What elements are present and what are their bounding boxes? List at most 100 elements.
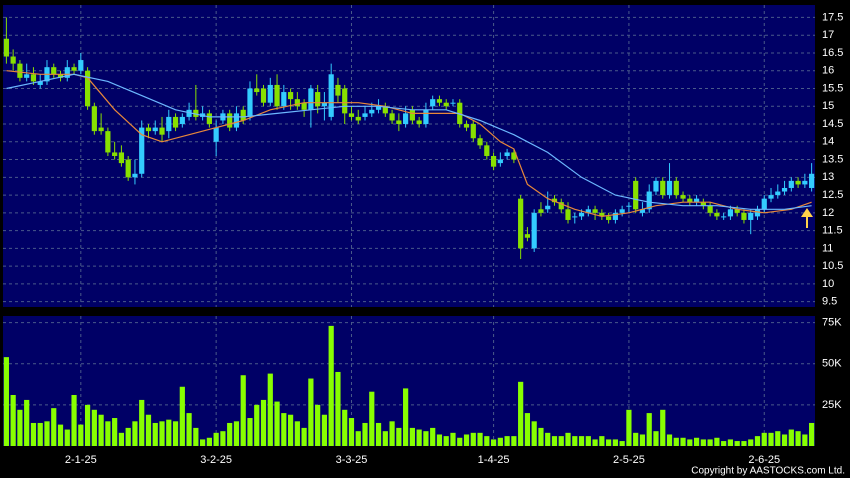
- candle-body: [639, 209, 646, 213]
- volume-bar: [274, 401, 280, 446]
- candle-body: [37, 81, 43, 85]
- volume-bar: [328, 325, 334, 446]
- candle-body: [660, 180, 666, 196]
- volume-bar: [430, 427, 436, 446]
- volume-bar: [721, 441, 727, 446]
- volume-bar: [497, 437, 503, 446]
- volume-bar: [619, 441, 625, 446]
- volume-bar: [409, 427, 415, 446]
- volume-bar: [423, 431, 429, 446]
- candle-body: [98, 127, 104, 132]
- candle-body: [315, 92, 321, 107]
- volume-bar: [172, 421, 179, 446]
- volume-bar: [748, 439, 754, 446]
- volume-bar: [91, 409, 97, 446]
- candle-body: [125, 159, 131, 178]
- volume-bar: [484, 436, 490, 446]
- volume-bar: [687, 439, 693, 446]
- y2-tick-label: 25K: [822, 399, 842, 411]
- volume-bar: [301, 427, 307, 446]
- candle-body: [179, 116, 185, 125]
- candle-body: [342, 88, 348, 114]
- candle-body: [247, 88, 253, 117]
- candle-body: [511, 152, 517, 160]
- y-tick-label: 16: [822, 65, 834, 77]
- volume-bar: [98, 414, 104, 446]
- volume-bar: [463, 434, 470, 446]
- candle-body: [321, 102, 328, 107]
- volume-bar: [646, 413, 652, 446]
- volume-bar: [504, 436, 510, 446]
- candle-body: [382, 106, 388, 114]
- volume-bar: [10, 394, 16, 446]
- volume-bar: [572, 436, 578, 446]
- volume-bar: [335, 371, 341, 446]
- volume-bar: [247, 418, 253, 446]
- candle-body: [707, 205, 713, 213]
- candle-body: [206, 113, 212, 125]
- volume-bar: [369, 391, 375, 446]
- candle-body: [139, 127, 145, 174]
- candle-body: [545, 205, 551, 210]
- volume-bar: [606, 439, 612, 446]
- volume-bar: [545, 432, 551, 446]
- volume-bar: [511, 436, 517, 446]
- candle-body: [781, 187, 788, 192]
- volume-bar: [24, 399, 30, 446]
- volume-bar: [700, 439, 706, 446]
- candle-body: [416, 120, 422, 125]
- candle-body: [687, 198, 693, 203]
- volume-bar: [592, 439, 598, 446]
- candle-body: [666, 180, 673, 196]
- candle-body: [118, 152, 125, 164]
- volume-bar: [294, 421, 300, 446]
- volume-bar: [673, 437, 679, 446]
- volume-bar: [206, 437, 212, 446]
- x-tick-label: 2-6-25: [748, 454, 780, 466]
- candle-body: [809, 173, 815, 188]
- candle-body: [24, 74, 30, 78]
- candle-body: [572, 216, 578, 218]
- candle-body: [84, 70, 91, 107]
- candle-body: [565, 209, 571, 220]
- volume-bar: [403, 388, 409, 446]
- volume-bar: [660, 409, 666, 446]
- volume-bar: [551, 436, 558, 446]
- volume-bar: [220, 431, 226, 446]
- y-tick-label: 17: [822, 29, 834, 41]
- volume-bar: [741, 441, 747, 446]
- y-tick-label: 12.5: [822, 189, 843, 201]
- candle-body: [721, 216, 727, 218]
- volume-bar: [375, 422, 382, 446]
- price-panel: [3, 5, 815, 307]
- candle-body: [166, 116, 172, 132]
- candle-body: [281, 92, 287, 107]
- candle-body: [71, 67, 77, 71]
- candle-body: [788, 180, 794, 188]
- candle-body: [714, 212, 720, 217]
- candle-body: [3, 38, 9, 57]
- volume-bar: [355, 431, 361, 446]
- candle-body: [626, 205, 632, 207]
- y-tick-label: 15.5: [822, 82, 843, 94]
- volume-bar: [37, 422, 43, 446]
- volume-bar: [57, 424, 64, 446]
- candle-body: [10, 56, 16, 64]
- candle-body: [606, 216, 612, 220]
- candle-body: [64, 67, 70, 78]
- volume-bar: [321, 414, 328, 446]
- candle-body: [78, 60, 84, 71]
- candle-body: [443, 102, 449, 107]
- candle-body: [254, 88, 260, 93]
- candle-body: [470, 124, 476, 139]
- candle-body: [592, 209, 598, 213]
- candle-body: [646, 191, 652, 210]
- volume-bar: [396, 427, 402, 446]
- y2-tick-label: 50K: [822, 358, 842, 370]
- y-tick-label: 15: [822, 100, 834, 112]
- volume-bar: [585, 436, 591, 446]
- volume-bar: [254, 404, 260, 446]
- volume-bar: [633, 432, 639, 446]
- volume-bar: [470, 432, 476, 446]
- volume-bar: [159, 421, 165, 446]
